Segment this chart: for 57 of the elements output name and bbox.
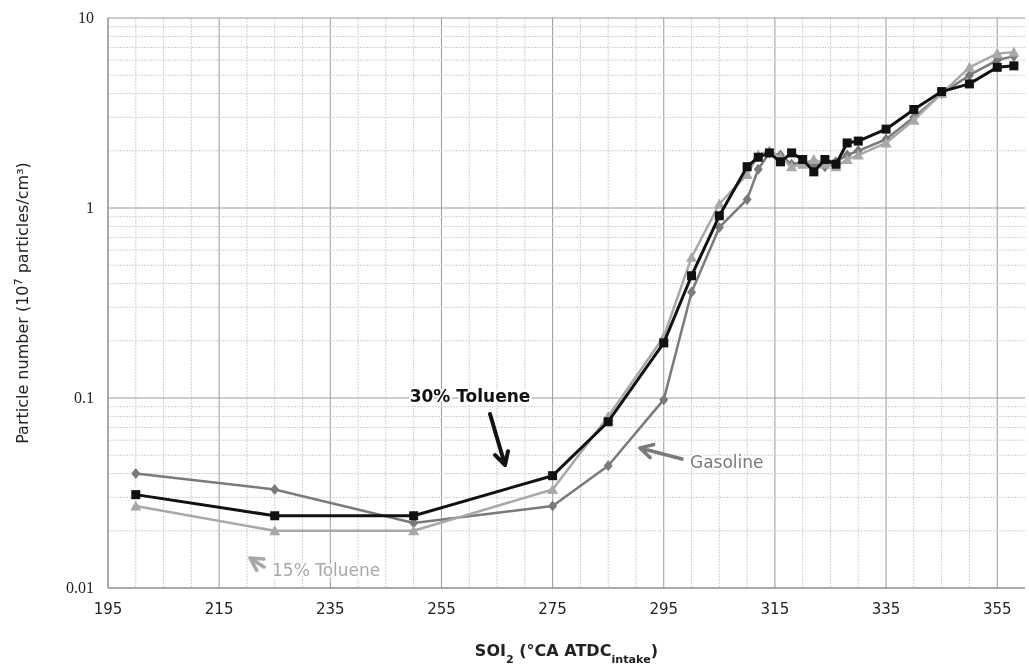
point	[409, 511, 419, 521]
x-tick-label: 335	[871, 600, 901, 618]
point	[548, 471, 558, 481]
point	[808, 154, 820, 164]
point	[687, 271, 697, 281]
x-tick-label: 255	[427, 600, 456, 618]
x-tick-label: 235	[315, 600, 345, 618]
point	[714, 221, 724, 233]
point	[270, 483, 280, 495]
point	[842, 138, 852, 148]
point	[775, 157, 785, 167]
point	[753, 163, 763, 175]
point	[687, 286, 697, 298]
point	[909, 104, 919, 114]
point	[820, 155, 830, 164]
point	[659, 394, 669, 406]
point	[269, 525, 281, 536]
point	[881, 124, 891, 134]
x-tick-label: 295	[649, 600, 679, 618]
point	[992, 62, 1002, 72]
x-tick-label: 215	[204, 600, 234, 618]
point	[714, 211, 724, 221]
point	[963, 61, 975, 72]
legend-label: Gasoline	[690, 452, 764, 472]
point	[853, 136, 863, 146]
point	[964, 79, 974, 89]
point	[686, 251, 698, 262]
point	[742, 193, 752, 205]
point	[131, 490, 141, 500]
point	[852, 149, 864, 160]
point	[1009, 61, 1019, 71]
point	[659, 338, 669, 348]
point	[130, 500, 142, 511]
point	[131, 468, 141, 480]
point	[548, 500, 558, 512]
point	[270, 511, 280, 521]
point	[991, 48, 1003, 59]
point	[880, 137, 892, 148]
x-tick-label: 195	[93, 600, 123, 618]
point	[787, 148, 797, 158]
point	[742, 162, 752, 172]
y-tick-label: 1	[86, 199, 94, 216]
point	[798, 155, 808, 164]
x-tick-label: 315	[760, 600, 790, 618]
y-tick-label: 0.1	[74, 389, 94, 406]
point	[603, 460, 613, 472]
point	[1008, 46, 1020, 57]
x-tick-label: 275	[538, 600, 567, 618]
x-axis-title: SOI$_{2}$ (°CA ATDC$_{intake}$)	[474, 641, 659, 666]
point	[603, 417, 613, 427]
point	[841, 154, 853, 164]
point	[809, 167, 819, 177]
y-tick-label: 0.01	[66, 579, 94, 596]
point	[408, 525, 420, 536]
y-tick-label: 10	[78, 9, 94, 26]
text: 30% Toluene	[409, 386, 531, 406]
x-tick-label: 355	[982, 600, 1012, 618]
